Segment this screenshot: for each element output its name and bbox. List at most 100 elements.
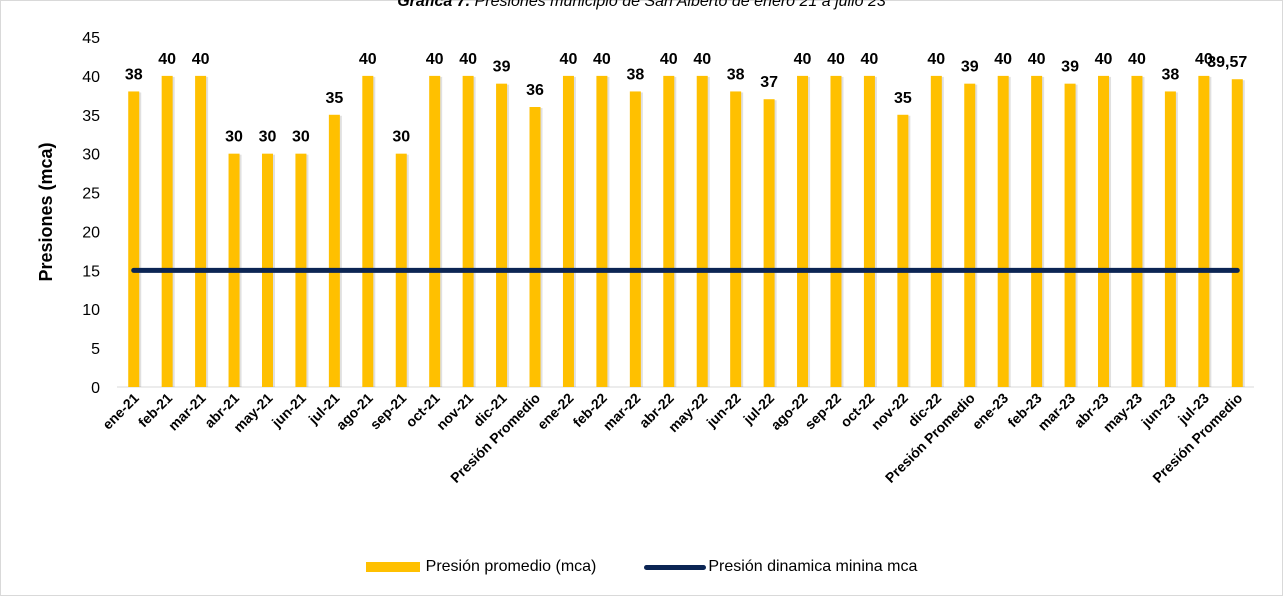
data-label: 40: [1028, 51, 1046, 68]
x-tick-label: sep-21: [367, 390, 410, 433]
bar: [997, 75, 1009, 387]
y-tick-label: 20: [82, 224, 100, 241]
bar: [964, 83, 976, 388]
bar: [1131, 75, 1143, 387]
bar: [462, 75, 474, 387]
bar: [1231, 79, 1243, 387]
bar: [128, 91, 140, 387]
y-tick-label: 45: [82, 30, 100, 47]
bar: [663, 75, 675, 387]
data-label: 40: [426, 51, 444, 68]
data-label: 38: [727, 66, 745, 83]
legend: Presión promedio (mca) Presión dinamica …: [0, 558, 1283, 576]
data-label: 39,57: [1207, 54, 1247, 71]
y-tick-label: 25: [82, 186, 100, 203]
data-label: 40: [794, 51, 812, 68]
x-tick-label: jun-23: [1137, 390, 1178, 431]
bar: [596, 75, 608, 387]
legend-item-bar: Presión promedio (mca): [365, 558, 597, 576]
y-tick-label: 10: [82, 302, 100, 319]
x-tick-label: ene-21: [99, 390, 142, 433]
data-label: 40: [660, 51, 678, 68]
chart-title: Gráfica 7. Presiones municipio de San Al…: [0, 0, 1283, 11]
data-label: 36: [526, 82, 544, 99]
x-tick-label: ene-22: [534, 390, 577, 433]
y-tick-label: 15: [82, 263, 100, 280]
bar: [1064, 83, 1076, 388]
data-label: 40: [927, 51, 945, 68]
bar: [863, 75, 875, 387]
chart-title-bold: Gráfica 7.: [397, 0, 471, 10]
data-label: 40: [593, 51, 611, 68]
y-tick-label: 30: [82, 147, 100, 164]
x-tick-label: ago-21: [333, 390, 376, 433]
bar: [1164, 91, 1176, 387]
bar: [629, 91, 641, 387]
x-tick-label: mar-22: [600, 390, 644, 434]
data-label: 38: [125, 66, 143, 83]
data-label: 30: [392, 129, 410, 146]
data-label: 39: [961, 59, 979, 76]
bar: [529, 107, 541, 387]
x-tick-label: sep-22: [801, 390, 844, 433]
y-tick-label: 0: [91, 380, 100, 397]
legend-swatch-line: [644, 564, 707, 570]
data-label: 38: [1161, 66, 1179, 83]
bar: [1198, 75, 1210, 387]
data-label: 30: [292, 129, 310, 146]
chart-title-rest: Presiones municipio de San Alberto de en…: [470, 0, 886, 10]
data-label: 37: [760, 74, 778, 91]
legend-label-bar: Presión promedio (mca): [425, 558, 597, 575]
data-label: 35: [894, 90, 912, 107]
data-label: 40: [1128, 51, 1146, 68]
x-tick-label: ago-22: [767, 390, 810, 433]
bar: [362, 75, 374, 387]
data-label: 30: [259, 129, 277, 146]
bar: [1098, 75, 1110, 387]
bar: [797, 75, 809, 387]
x-tick-label: nov-22: [868, 390, 911, 433]
bar: [496, 83, 508, 388]
bar: [1031, 75, 1043, 387]
legend-item-line: Presión dinamica minina mca: [644, 558, 917, 576]
bar: [562, 75, 574, 387]
bar: [161, 75, 173, 387]
y-tick-label: 40: [82, 69, 100, 86]
legend-label-line: Presión dinamica minina mca: [708, 558, 918, 575]
bar: [730, 91, 742, 387]
bar: [429, 75, 441, 387]
bar: [328, 114, 340, 388]
x-tick-label: ene-23: [969, 390, 1012, 433]
data-label: 40: [158, 51, 176, 68]
data-labels: 38 40 40 30 30 30 35 40 30 40 40 39 36 40 40 38 40 40 38 37…: [125, 51, 1248, 146]
data-label: 38: [626, 66, 644, 83]
bar: [763, 99, 775, 387]
data-label: 39: [493, 59, 511, 76]
x-tick-label: nov-21: [433, 390, 476, 433]
data-label: 40: [1195, 51, 1213, 68]
data-label: 40: [827, 51, 845, 68]
x-tick-label: mar-23: [1034, 390, 1078, 434]
bar: [930, 75, 942, 387]
data-label: 30: [225, 129, 243, 146]
bar: [830, 75, 842, 387]
legend-swatch-bar: [365, 562, 420, 572]
x-tick-label: mar-21: [165, 390, 209, 434]
bar: [897, 114, 909, 388]
y-tick-label: 35: [82, 108, 100, 125]
data-label: 40: [359, 51, 377, 68]
bar: [696, 75, 708, 387]
data-label: 39: [1061, 59, 1079, 76]
data-label: 35: [325, 90, 343, 107]
bar: [195, 75, 207, 387]
data-label: 40: [994, 51, 1012, 68]
data-label: 40: [560, 51, 578, 68]
data-label: 40: [861, 51, 879, 68]
bar-series: [128, 75, 1245, 388]
x-tick-label: jun-22: [703, 390, 744, 431]
y-tick-label: 5: [91, 341, 100, 358]
y-axis-title: Presiones (mca): [36, 142, 56, 281]
x-tick-label: jun-21: [268, 390, 309, 431]
data-label: 40: [192, 51, 210, 68]
